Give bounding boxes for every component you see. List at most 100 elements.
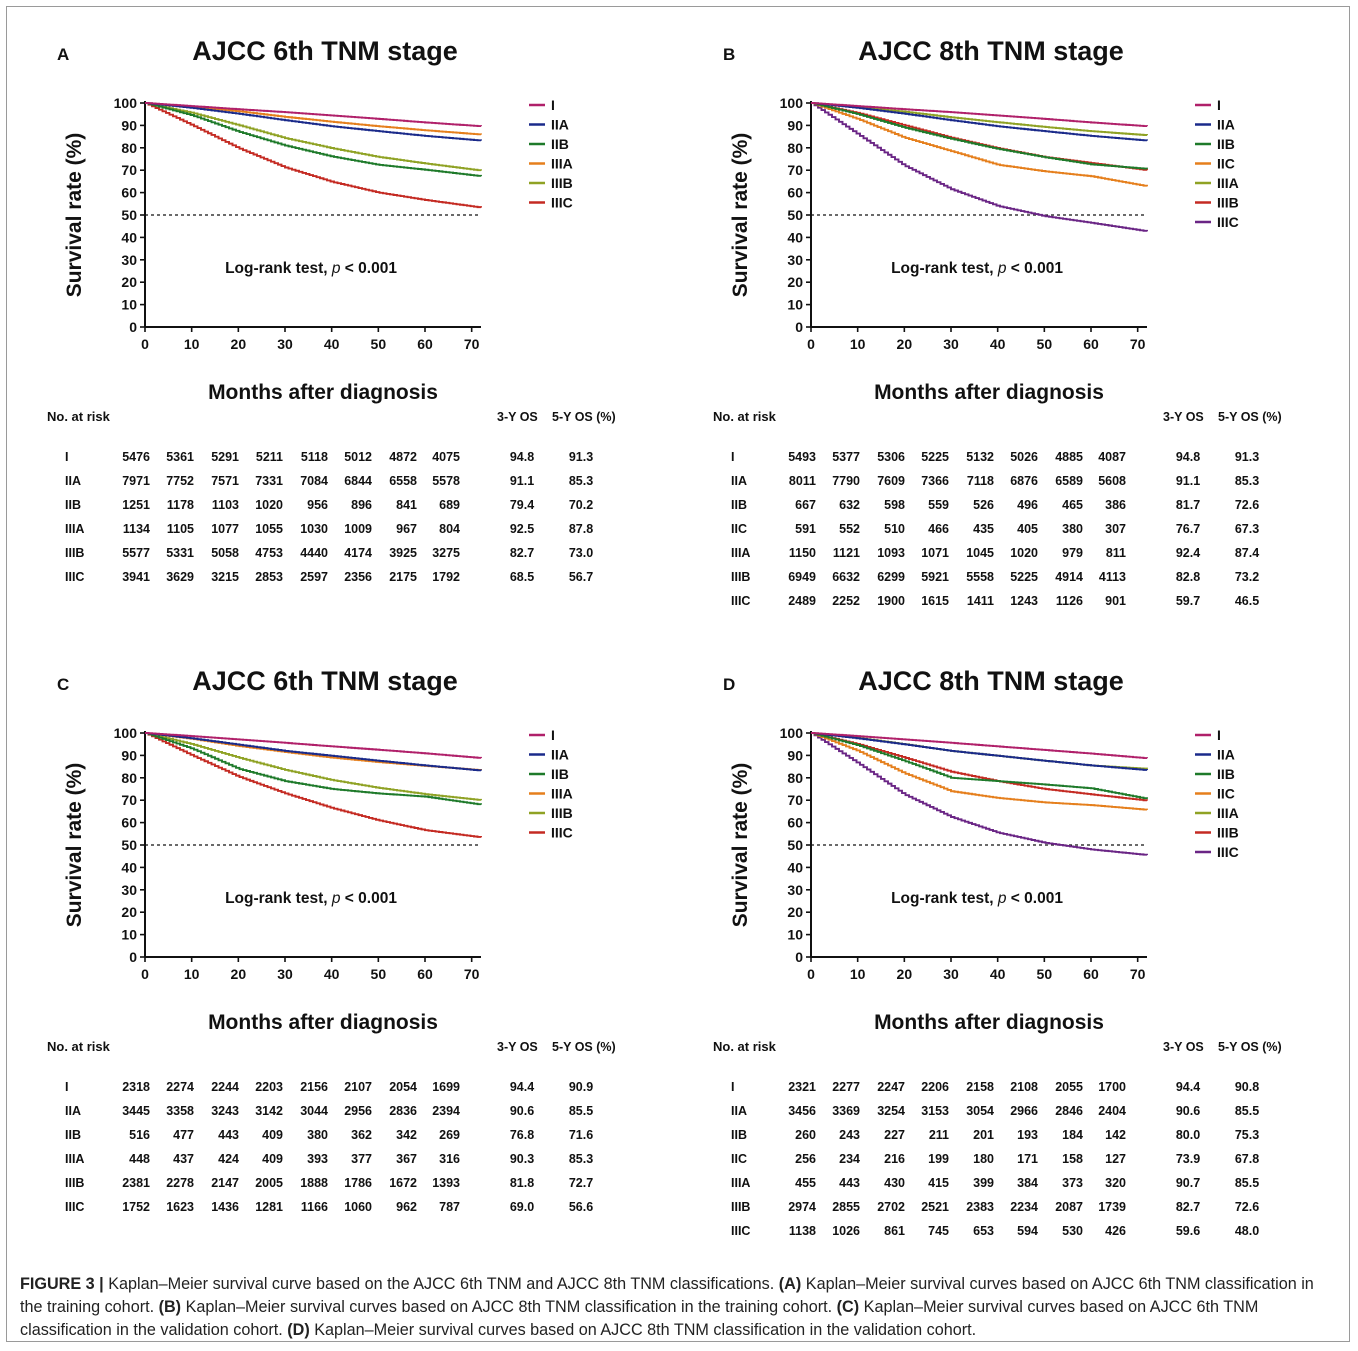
risk-count: 307: [1105, 522, 1126, 536]
risk-count: 2203: [255, 1080, 283, 1094]
risk-count: 466: [928, 522, 949, 536]
risk-count: 787: [439, 1200, 460, 1214]
x-tick-label: 0: [141, 336, 149, 352]
risk-count: 4113: [1099, 570, 1126, 584]
risk-count: 804: [439, 522, 460, 536]
risk-count: 3215: [211, 570, 239, 584]
legend-label: I: [551, 97, 555, 113]
os-5y: 71.6: [569, 1128, 593, 1142]
os-3y: 94.4: [510, 1080, 534, 1094]
os-5y: 90.8: [1235, 1080, 1259, 1094]
y-tick-label: 0: [129, 949, 137, 965]
panel-letter: D: [723, 675, 735, 694]
risk-count: 7118: [967, 474, 994, 488]
risk-count: 3243: [211, 1104, 239, 1118]
risk-count: 1103: [212, 498, 239, 512]
x-tick-label: 20: [897, 336, 913, 352]
caption-tag-d: (D): [287, 1321, 310, 1339]
panel-a: A AJCC 6th TNM stage 0 10 20 30 40 50 60 70 80 90 10…: [41, 29, 701, 669]
caption-tag-a: (A): [778, 1275, 802, 1293]
risk-count: 667: [795, 498, 816, 512]
risk-count: 2277: [832, 1080, 860, 1094]
risk-count: 342: [396, 1128, 417, 1142]
risk-count: 2356: [344, 570, 372, 584]
risk-count: 1030: [300, 522, 328, 536]
risk-count: 7609: [877, 474, 905, 488]
y-tick-label: 90: [787, 747, 803, 763]
x-tick-label: 40: [990, 336, 1006, 352]
risk-count: 260: [795, 1128, 816, 1142]
risk-count: 455: [795, 1176, 816, 1190]
survival-curve-iiic: [145, 732, 482, 838]
risk-count: 3369: [832, 1104, 860, 1118]
chart-svg: D AJCC 8th TNM stage 0 10 20 30 40 50 60 70 80 90 10…: [713, 666, 1282, 1238]
x-axis-label: Months after diagnosis: [874, 1011, 1104, 1034]
risk-count: 956: [307, 498, 328, 512]
risk-count: 5225: [921, 450, 949, 464]
risk-count: 5026: [1010, 450, 1038, 464]
os-3y: 76.7: [1176, 522, 1200, 536]
risk-row-stage: IIB: [65, 498, 81, 512]
risk-count: 2381: [122, 1176, 150, 1190]
legend-label: IIA: [551, 747, 569, 763]
x-axis-label: Months after diagnosis: [208, 381, 438, 404]
risk-count: 2244: [211, 1080, 239, 1094]
x-tick-label: 70: [464, 336, 480, 352]
risk-count: 6589: [1055, 474, 1083, 488]
risk-count: 1436: [211, 1200, 239, 1214]
risk-table-header: No. at risk: [713, 1039, 777, 1054]
risk-count: 5361: [166, 450, 194, 464]
risk-count: 380: [1062, 522, 1083, 536]
logrank-annotation: Log-rank test, p < 0.001: [225, 260, 397, 277]
risk-count: 4914: [1055, 570, 1083, 584]
os-3y: 80.0: [1176, 1128, 1200, 1142]
figure-frame: A AJCC 6th TNM stage 0 10 20 30 40 50 60 70 80 90 10…: [6, 6, 1350, 1342]
risk-count: 516: [129, 1128, 150, 1142]
y-tick-label: 30: [121, 252, 137, 268]
y-tick-label: 80: [121, 140, 137, 156]
risk-count: 1411: [967, 594, 994, 608]
x-tick-label: 40: [324, 966, 340, 982]
risk-count: 3254: [877, 1104, 905, 1118]
y-tick-label: 80: [121, 770, 137, 786]
y-tick-label: 0: [795, 949, 803, 965]
risk-count: 901: [1105, 594, 1126, 608]
risk-count: 510: [884, 522, 905, 536]
risk-count: 1020: [255, 498, 283, 512]
risk-count: 2404: [1098, 1104, 1126, 1118]
risk-count: 1752: [122, 1200, 150, 1214]
os-3y: 90.6: [510, 1104, 534, 1118]
chart-svg: C AJCC 6th TNM stage 0 10 20 30 40 50 60 70 80 90 10…: [47, 666, 616, 1214]
caption-tag-c: (C): [836, 1298, 860, 1316]
os-3y: 73.9: [1176, 1152, 1200, 1166]
panel-d: D AJCC 8th TNM stage 0 10 20 30 40 50 60 70 80 90 10…: [707, 659, 1358, 1299]
survival-curve-iiic: [811, 102, 1148, 232]
x-tick-label: 60: [417, 336, 433, 352]
risk-count: 7571: [211, 474, 239, 488]
risk-row-stage: IIIC: [731, 1224, 750, 1238]
legend-label: IIIC: [551, 825, 573, 841]
chart-svg: B AJCC 8th TNM stage010203040506070809010…: [713, 36, 1282, 608]
caption-text-d: Kaplan–Meier survival curves based on AJ…: [314, 1321, 977, 1339]
survival-curve-iia: [145, 732, 482, 772]
risk-count: 171: [1017, 1152, 1038, 1166]
risk-count: 552: [839, 522, 860, 536]
x-tick-label: 40: [324, 336, 340, 352]
survival-curve-i: [145, 102, 482, 128]
survival-curve-iib: [811, 102, 1148, 170]
risk-count: 962: [396, 1200, 417, 1214]
x-tick-label: 30: [943, 966, 959, 982]
caption-label: FIGURE 3 |: [20, 1275, 104, 1293]
risk-count: 2158: [966, 1080, 994, 1094]
os-5y: 72.6: [1235, 1200, 1259, 1214]
risk-count: 526: [973, 498, 994, 512]
risk-row-stage: IIIB: [65, 546, 84, 560]
os-3y: 82.7: [1176, 1200, 1200, 1214]
y-tick-label: 100: [114, 95, 138, 111]
risk-count: 6844: [344, 474, 372, 488]
x-axis-label: Months after diagnosis: [208, 1011, 438, 1034]
legend-label: IIB: [1217, 766, 1235, 782]
logrank-annotation: Log-rank test, p < 0.001: [891, 260, 1063, 277]
y-tick-label: 100: [114, 725, 138, 741]
risk-count: 2087: [1055, 1200, 1083, 1214]
